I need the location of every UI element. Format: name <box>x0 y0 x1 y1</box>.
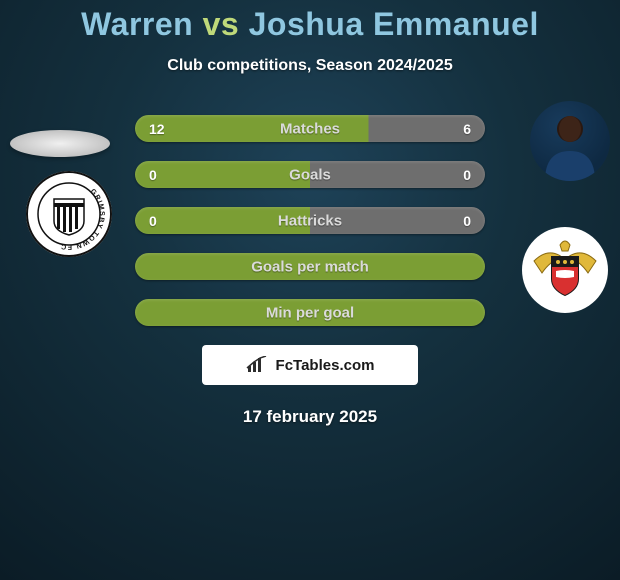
club-right-badge <box>522 227 608 313</box>
attribution-text: FcTables.com <box>276 357 375 374</box>
stat-bar: Min per goal <box>135 299 485 326</box>
comparison-card: Warren vs Joshua Emmanuel Club competiti… <box>0 0 620 427</box>
stat-value-right: 0 <box>463 213 471 229</box>
subtitle: Club competitions, Season 2024/2025 <box>0 57 620 75</box>
title-player1: Warren <box>81 6 193 42</box>
title-player2: Joshua Emmanuel <box>249 6 539 42</box>
stat-bar: Goals per match <box>135 253 485 280</box>
stat-bar: 0 Hattricks 0 <box>135 207 485 234</box>
stat-label: Matches <box>280 120 340 137</box>
doncaster-badge-icon <box>522 227 608 313</box>
stat-label: Hattricks <box>278 212 342 229</box>
stat-bar: 12 Matches 6 <box>135 115 485 142</box>
page-title: Warren vs Joshua Emmanuel <box>0 0 620 43</box>
stat-value-left: 12 <box>149 121 165 137</box>
player-left-photo-oval <box>10 130 110 157</box>
player-silhouette-icon <box>530 101 610 181</box>
club-left-badge: GRIMSBY TOWN FC <box>26 171 112 257</box>
stat-value-right: 6 <box>463 121 471 137</box>
stat-label: Goals <box>289 166 331 183</box>
title-vs: vs <box>193 6 248 42</box>
date-label: 17 february 2025 <box>0 407 620 427</box>
stat-label: Min per goal <box>266 304 354 321</box>
stat-value-left: 0 <box>149 167 157 183</box>
stat-value-right: 0 <box>463 167 471 183</box>
stat-bars: GRIMSBY TOWN FC <box>0 115 620 326</box>
attribution-badge: FcTables.com <box>202 345 418 385</box>
stat-label: Goals per match <box>251 258 369 275</box>
stat-bar: 0 Goals 0 <box>135 161 485 188</box>
player-right-photo <box>530 101 610 181</box>
grimsby-badge-icon: GRIMSBY TOWN FC <box>26 171 112 257</box>
stat-value-left: 0 <box>149 213 157 229</box>
chart-bars-icon <box>246 356 270 374</box>
